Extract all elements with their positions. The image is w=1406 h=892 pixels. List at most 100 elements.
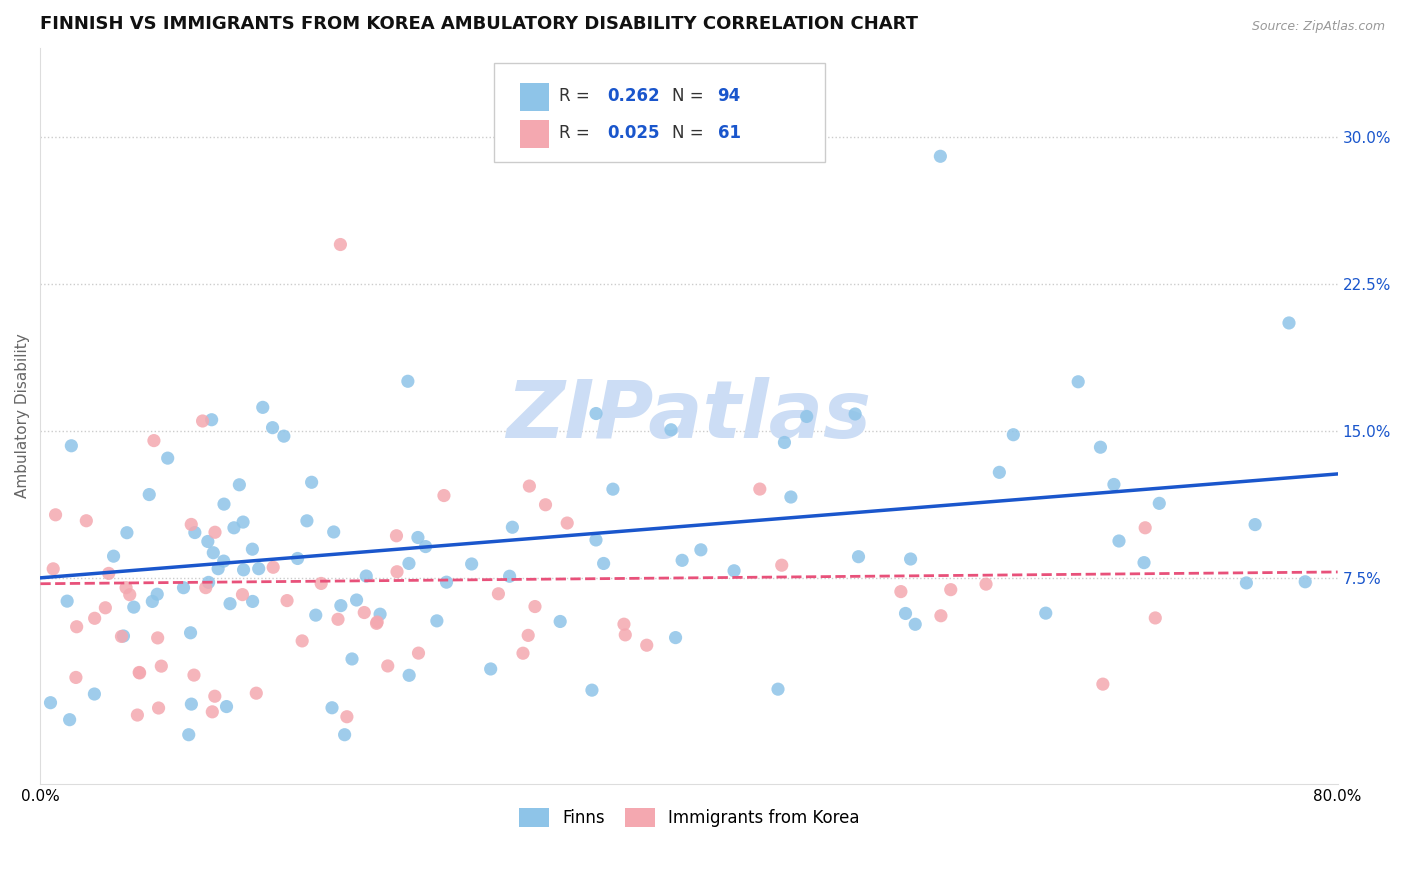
Point [215,699,238,714]
Point [426,614,449,628]
Point [517,628,540,642]
Point [329,599,352,613]
Point [329,237,352,252]
Text: 94: 94 [717,87,741,105]
Point [1294,574,1316,589]
Point [42,562,65,576]
Point [1067,375,1090,389]
Point [346,593,368,607]
Point [353,606,375,620]
Text: ZIPatlas: ZIPatlas [506,377,872,455]
FancyBboxPatch shape [520,120,548,148]
Point [242,542,264,557]
Point [408,646,430,660]
Point [904,617,927,632]
Point [177,728,200,742]
Point [127,708,149,723]
Point [97,566,120,581]
Point [848,549,870,564]
Point [201,413,224,427]
Point [1090,440,1112,454]
Point [366,615,388,629]
Point [321,700,343,714]
Point [138,487,160,501]
Point [59,713,82,727]
FancyBboxPatch shape [495,63,825,162]
Point [232,515,254,529]
Point [689,542,711,557]
Point [322,524,344,539]
Point [929,149,952,163]
Point [39,696,62,710]
Point [519,479,541,493]
Point [60,439,83,453]
Point [45,508,67,522]
Point [636,638,658,652]
Point [276,593,298,607]
Point [770,558,793,573]
Point [204,690,226,704]
Point [555,516,578,530]
Point [115,581,138,595]
Point [974,577,997,591]
Point [207,562,229,576]
Text: FINNISH VS IMMIGRANTS FROM KOREA AMBULATORY DISABILITY CORRELATION CHART: FINNISH VS IMMIGRANTS FROM KOREA AMBULAT… [41,15,918,33]
Point [110,629,132,643]
Point [146,587,169,601]
Point [929,608,952,623]
Point [232,563,254,577]
Point [252,401,274,415]
Point [184,525,207,540]
Point [273,429,295,443]
Point [183,668,205,682]
Point [219,597,242,611]
Y-axis label: Ambulatory Disability: Ambulatory Disability [15,334,30,499]
Point [142,434,165,448]
Point [396,374,419,388]
Point [523,599,546,614]
Point [122,600,145,615]
Point [1133,556,1156,570]
FancyBboxPatch shape [520,83,548,111]
Point [262,420,284,434]
Point [247,562,270,576]
Point [201,705,224,719]
Point [128,665,150,680]
Point [366,616,388,631]
Text: N =: N = [672,124,709,142]
Point [94,600,117,615]
Point [83,687,105,701]
Point [406,531,429,545]
Text: Source: ZipAtlas.com: Source: ZipAtlas.com [1251,20,1385,33]
Point [585,533,607,547]
Point [156,451,179,466]
Point [194,581,217,595]
Point [1035,606,1057,620]
Point [368,607,391,622]
Point [377,659,399,673]
Legend: Finns, Immigrants from Korea: Finns, Immigrants from Korea [519,807,859,827]
Point [385,529,408,543]
Point [1102,477,1125,491]
Point [1234,576,1257,591]
Point [723,564,745,578]
Point [231,588,253,602]
Point [212,497,235,511]
Point [340,652,363,666]
Point [1244,517,1267,532]
Point [1091,677,1114,691]
Point [202,546,225,560]
Point [436,575,458,590]
Point [354,569,377,583]
Point [115,525,138,540]
Point [150,659,173,673]
Point [301,475,323,490]
Point [333,728,356,742]
Point [180,625,202,640]
Point [242,594,264,608]
Point [398,668,420,682]
Point [222,521,245,535]
Point [844,407,866,421]
Point [988,466,1011,480]
Point [671,553,693,567]
